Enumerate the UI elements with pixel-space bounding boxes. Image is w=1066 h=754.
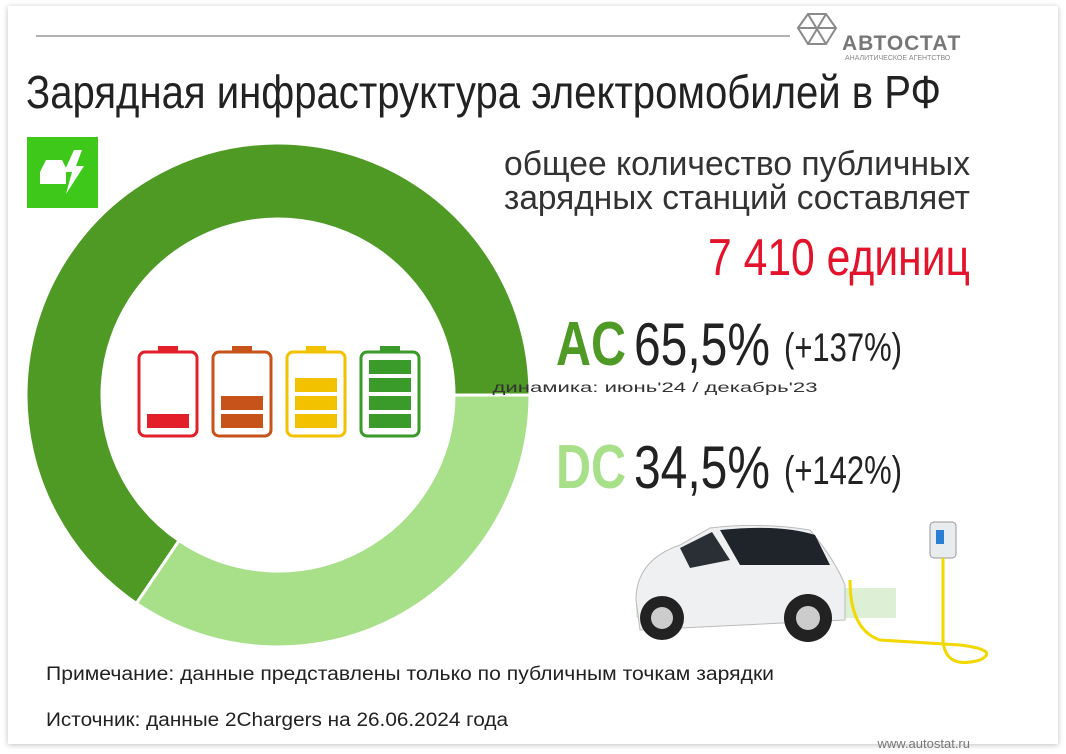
period-label: динамика: июнь'24 / декабрь'23: [493, 379, 818, 395]
logo-url: www.autostat.ru: [877, 736, 971, 751]
batteries: [137, 346, 421, 438]
note: Примечание: данные представлены только п…: [46, 664, 774, 685]
legend-value: 34,5%: [634, 434, 770, 501]
chart-title: Зарядная инфраструктура электромобилей в…: [26, 66, 941, 118]
legend-change: (+142%): [784, 449, 902, 493]
donut: [24, 141, 532, 649]
legend-category: DC: [556, 433, 626, 502]
subtitle-line: зарядных станций составляет: [504, 179, 970, 217]
donut-segment: [134, 393, 532, 649]
legend-value: 65,5%: [634, 311, 770, 378]
ev-icon-glyph: [40, 150, 84, 194]
logo-name: АВТОСТАТ: [842, 32, 961, 55]
subtitle-line: общее количество публичных: [504, 145, 970, 183]
source: Источник: данные 2Chargers на 26.06.2024…: [46, 710, 508, 731]
logo-icon: [796, 13, 838, 45]
car-illustration: [635, 521, 989, 664]
donut-segment: [24, 141, 532, 606]
logo-tagline: АНАЛИТИЧЕСКОЕ АГЕНТСТВО: [845, 55, 951, 62]
legend-change: (+137%): [784, 326, 902, 370]
total-label: 7 410 единиц: [708, 229, 970, 287]
legend-category: AC: [556, 310, 626, 379]
